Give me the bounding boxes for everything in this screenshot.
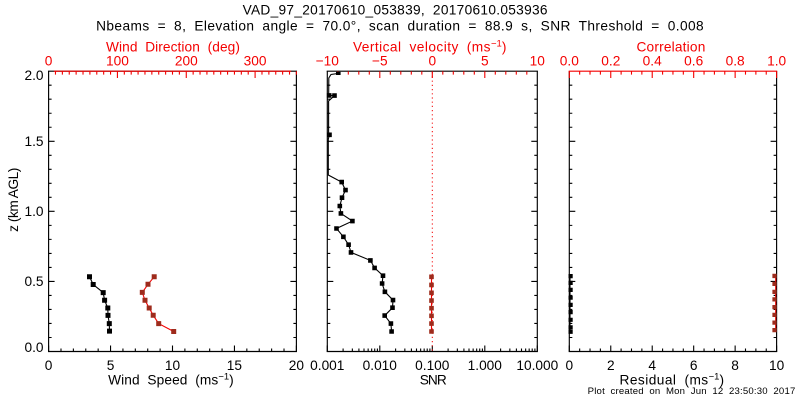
- svg-text:1.0: 1.0: [24, 204, 43, 219]
- svg-text:20: 20: [289, 358, 305, 373]
- svg-text:Wind Direction (deg): Wind Direction (deg): [106, 39, 240, 54]
- svg-text:0: 0: [565, 358, 573, 373]
- svg-text:VAD_97_20170610_053839, 201706: VAD_97_20170610_053839, 20170610.053936: [243, 2, 548, 17]
- svg-text:0: 0: [45, 358, 53, 373]
- svg-text:0.100: 0.100: [415, 358, 450, 373]
- svg-text:2: 2: [607, 358, 615, 373]
- svg-text:0.0: 0.0: [24, 340, 43, 355]
- svg-text:5: 5: [481, 54, 489, 69]
- svg-text:200: 200: [175, 54, 198, 69]
- svg-text:Correlation: Correlation: [636, 39, 705, 54]
- svg-text:10: 10: [769, 358, 785, 373]
- svg-text:0.0: 0.0: [560, 54, 579, 69]
- svg-text:Residual (ms−1): Residual (ms−1): [620, 372, 725, 388]
- svg-text:Nbeams = 8, Elevation angle =: Nbeams = 8, Elevation angle = 70.0°, sca…: [96, 18, 704, 33]
- svg-text:0.010: 0.010: [363, 358, 398, 373]
- svg-text:0.2: 0.2: [601, 54, 620, 69]
- svg-text:0: 0: [45, 54, 53, 69]
- svg-text:Vertical velocity (ms−1): Vertical velocity (ms−1): [353, 39, 507, 55]
- svg-text:1.000: 1.000: [468, 358, 503, 373]
- svg-text:10: 10: [530, 54, 546, 69]
- svg-text:15: 15: [227, 358, 243, 373]
- svg-text:0: 0: [428, 54, 436, 69]
- svg-text:0.4: 0.4: [643, 54, 662, 69]
- svg-text:−5: −5: [372, 54, 388, 69]
- svg-text:8: 8: [731, 358, 739, 373]
- svg-text:Wind Speed (ms−1): Wind Speed (ms−1): [108, 372, 234, 388]
- svg-text:0.001: 0.001: [310, 358, 344, 373]
- svg-text:z (km AGL): z (km AGL): [6, 168, 21, 232]
- svg-text:0.8: 0.8: [726, 54, 745, 69]
- svg-text:0.5: 0.5: [24, 274, 43, 289]
- svg-text:10: 10: [165, 358, 181, 373]
- svg-text:2.0: 2.0: [24, 68, 43, 83]
- svg-text:5: 5: [107, 358, 115, 373]
- svg-text:1.5: 1.5: [24, 134, 43, 149]
- svg-text:0.6: 0.6: [684, 54, 703, 69]
- svg-text:100: 100: [106, 54, 129, 69]
- svg-text:10.000: 10.000: [516, 358, 558, 373]
- svg-text:Plot created on Mon Jun 12 23:: Plot created on Mon Jun 12 23:50:30 2017: [588, 386, 796, 397]
- svg-text:−10: −10: [316, 54, 340, 69]
- svg-text:1.0: 1.0: [767, 54, 786, 69]
- svg-text:300: 300: [244, 54, 267, 69]
- svg-text:6: 6: [690, 358, 698, 373]
- svg-text:SNR: SNR: [420, 372, 447, 387]
- svg-text:4: 4: [648, 358, 656, 373]
